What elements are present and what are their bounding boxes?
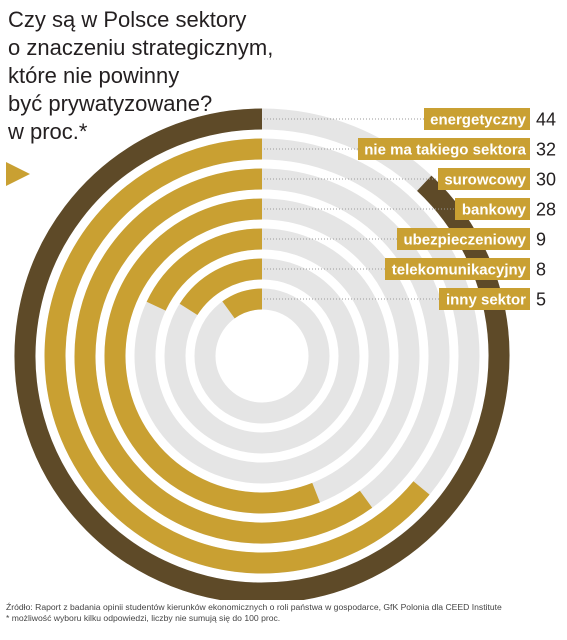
footer: Źródło: Raport z badania opinii studentó… <box>6 602 562 624</box>
category-label: bankowy <box>462 202 527 219</box>
value-label: 5 <box>536 290 546 310</box>
title-line: które nie powinny <box>8 63 180 88</box>
title-line: o znaczeniu strategicznym, <box>8 35 274 60</box>
category-label-box <box>385 258 530 280</box>
ring-bar <box>104 198 320 514</box>
radial-bar-chart: energetyczny 44 nie ma takiego sektora 32 su… <box>14 108 556 600</box>
category-label: ubezpieczeniowy <box>403 232 526 249</box>
category-label-box <box>438 168 530 190</box>
footnote: * możliwość wyboru kilku odpowiedzi, lic… <box>6 613 281 623</box>
value-label: 32 <box>536 140 556 160</box>
ring-bar <box>179 258 263 316</box>
ring-bar <box>14 108 510 600</box>
ring-bar <box>146 228 263 311</box>
triangle-pointer-icon <box>6 162 30 186</box>
category-label-box <box>358 138 530 160</box>
category-label: surowcowy <box>444 172 526 189</box>
value-label: 28 <box>536 200 556 220</box>
chart-title: Czy są w Polsce sektory o znaczeniu stra… <box>8 6 298 146</box>
ring-track <box>194 288 330 424</box>
title-line: być prywatyzowane? <box>8 91 213 116</box>
value-label: 30 <box>536 170 556 190</box>
category-label: nie ma takiego sektora <box>364 142 526 159</box>
source-note: Źródło: Raport z badania opinii studentó… <box>6 602 502 612</box>
category-label: telekomunikacyjny <box>392 262 527 279</box>
category-label-box <box>397 228 530 250</box>
category-label: inny sektor <box>446 292 526 309</box>
category-label-box <box>455 198 530 220</box>
category-label-box <box>424 108 530 130</box>
value-label: 8 <box>536 260 546 280</box>
category-label: energetyczny <box>430 112 527 129</box>
category-label-box <box>439 288 530 310</box>
value-label: 9 <box>536 230 546 250</box>
value-label: 44 <box>536 110 556 130</box>
title-line: Czy są w Polsce sektory <box>8 7 247 32</box>
ring-bar <box>74 168 373 544</box>
title-line: w proc.* <box>8 119 88 144</box>
ring-bar <box>44 138 430 574</box>
ring-bar <box>222 288 263 319</box>
